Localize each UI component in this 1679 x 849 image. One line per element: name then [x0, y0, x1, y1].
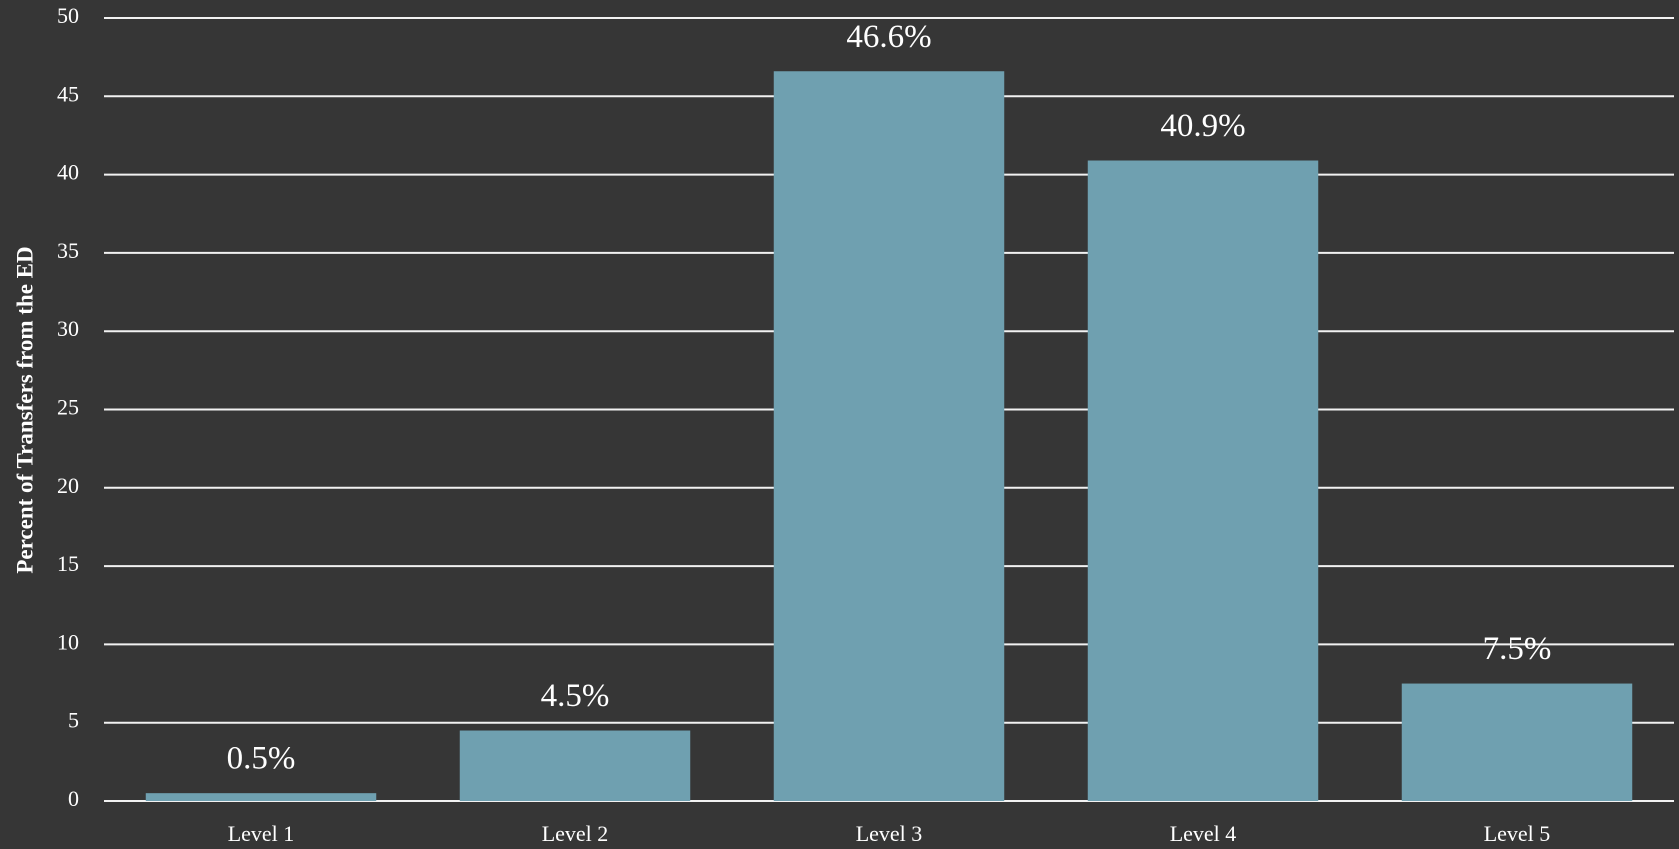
y-tick-label: 40 — [57, 160, 79, 185]
x-tick-label: Level 4 — [1170, 821, 1237, 846]
bar — [459, 730, 691, 801]
y-tick-label: 45 — [57, 81, 79, 106]
bar — [1401, 683, 1633, 801]
x-tick-label: Level 5 — [1484, 821, 1551, 846]
y-tick-label: 10 — [57, 629, 79, 654]
value-label: 4.5% — [541, 678, 610, 714]
value-label: 0.5% — [227, 741, 296, 777]
y-tick-label: 30 — [57, 316, 79, 341]
bar — [145, 793, 377, 801]
value-label: 7.5% — [1483, 631, 1552, 667]
x-tick-label: Level 1 — [228, 821, 295, 846]
x-tick-label: Level 2 — [542, 821, 609, 846]
y-tick-label: 35 — [57, 238, 79, 263]
y-tick-label: 20 — [57, 473, 79, 498]
y-tick-label: 15 — [57, 551, 79, 576]
y-tick-label: 5 — [68, 708, 79, 733]
x-tick-label: Level 3 — [856, 821, 923, 846]
bar — [773, 71, 1005, 801]
value-label: 46.6% — [846, 19, 931, 55]
y-tick-label: 50 — [57, 3, 79, 28]
y-axis-label: Percent of Transfers from the ED — [12, 246, 37, 573]
y-tick-label: 0 — [68, 786, 79, 811]
y-tick-label: 25 — [57, 395, 79, 420]
bar — [1087, 160, 1319, 802]
value-label: 40.9% — [1160, 108, 1245, 144]
